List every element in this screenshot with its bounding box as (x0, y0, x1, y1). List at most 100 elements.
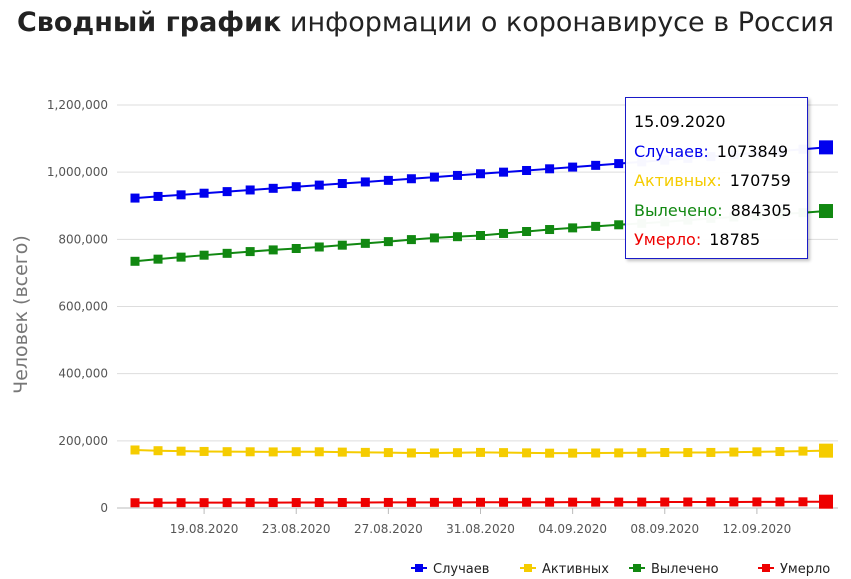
data-point (568, 448, 578, 458)
data-point (429, 497, 439, 507)
data-point (360, 238, 370, 248)
data-point (268, 183, 278, 193)
data-point (568, 162, 578, 172)
y-tick-label: 600,000 (58, 300, 108, 314)
data-point (614, 159, 624, 169)
tooltip-date: 15.09.2020 (634, 112, 726, 131)
data-point (406, 174, 416, 184)
legend-marker (633, 564, 641, 572)
data-point (199, 446, 209, 456)
tooltip-value-deaths: 18785 (709, 230, 761, 249)
data-point (499, 497, 509, 507)
tooltip-label-deaths: Умерло: (634, 230, 702, 249)
data-point (291, 447, 301, 457)
data-point (752, 497, 762, 507)
data-point (522, 448, 532, 458)
y-tick-label: 1,000,000 (47, 165, 108, 179)
data-point (153, 254, 163, 264)
data-point (268, 498, 278, 508)
x-tick-label: 31.08.2020 (446, 522, 515, 536)
tooltip-row-cases: Случаев: 1073849 (634, 137, 799, 167)
data-point (819, 140, 833, 155)
data-point (245, 498, 255, 508)
data-point (706, 447, 716, 457)
data-point (291, 244, 301, 254)
legend-label: Активных (542, 562, 609, 577)
data-point (130, 193, 140, 203)
data-point (499, 228, 509, 238)
data-point (683, 497, 693, 507)
data-point (429, 448, 439, 458)
data-point (360, 447, 370, 457)
data-point (591, 160, 601, 170)
data-point (153, 446, 163, 456)
data-point (614, 497, 624, 507)
data-point (314, 242, 324, 252)
data-point (153, 191, 163, 201)
data-point (199, 250, 209, 260)
data-point (383, 237, 393, 247)
data-point (591, 497, 601, 507)
data-point (291, 182, 301, 192)
data-point (360, 497, 370, 507)
tooltip-row-deaths: Умерло: 18785 (634, 225, 799, 255)
chart-title-bold: Сводный график (16, 7, 282, 38)
data-point (522, 165, 532, 175)
data-point (176, 498, 186, 508)
chart-title: Сводный график информации о коронавирусе… (0, 4, 851, 42)
x-tick-label: 12.09.2020 (723, 522, 792, 536)
data-point (452, 170, 462, 180)
tooltip-label-active: Активных: (634, 171, 722, 190)
data-point (383, 175, 393, 185)
x-tick-label: 19.08.2020 (170, 522, 239, 536)
chart-title-rest: информации о коронавирусе в Россия (281, 7, 834, 38)
data-point (545, 497, 555, 507)
data-point (729, 447, 739, 457)
y-axis-label: Человек (всего) (10, 235, 32, 394)
data-point (452, 232, 462, 242)
data-point (245, 185, 255, 195)
data-point (406, 235, 416, 245)
data-point (819, 443, 833, 458)
data-point (360, 177, 370, 187)
data-point (545, 164, 555, 174)
data-point (476, 447, 485, 457)
data-point (245, 247, 255, 257)
data-point (429, 233, 439, 243)
data-point (476, 231, 485, 241)
data-point (660, 448, 670, 458)
data-point (176, 190, 186, 200)
data-point (522, 227, 532, 237)
data-point (337, 240, 347, 250)
data-point (406, 497, 416, 507)
data-point (245, 447, 255, 457)
data-point (568, 497, 578, 507)
data-point (798, 497, 808, 507)
x-tick-label: 08.09.2020 (630, 522, 699, 536)
data-point (199, 498, 209, 508)
legend-marker (415, 564, 423, 572)
legend-label: Умерло (780, 562, 830, 577)
data-point (591, 221, 601, 231)
data-point (153, 498, 163, 508)
data-point (545, 225, 555, 235)
legend-marker (524, 564, 532, 572)
data-point (337, 447, 347, 457)
data-point (476, 497, 485, 507)
data-point (798, 446, 808, 456)
data-point (199, 188, 209, 198)
data-point (545, 448, 555, 458)
data-point (222, 248, 232, 258)
tooltip: 15.09.2020 Случаев: 1073849 Активных: 1707… (625, 97, 808, 259)
data-point (637, 448, 647, 458)
tooltip-value-recovered: 884305 (730, 200, 792, 220)
data-point (614, 448, 624, 458)
data-point (314, 180, 324, 190)
data-point (819, 494, 833, 509)
legend-label: Вылечено (651, 562, 719, 577)
data-point (268, 245, 278, 255)
y-tick-label: 1,200,000 (47, 98, 108, 112)
data-point (452, 448, 462, 458)
data-point (314, 498, 324, 508)
data-point (499, 167, 509, 177)
